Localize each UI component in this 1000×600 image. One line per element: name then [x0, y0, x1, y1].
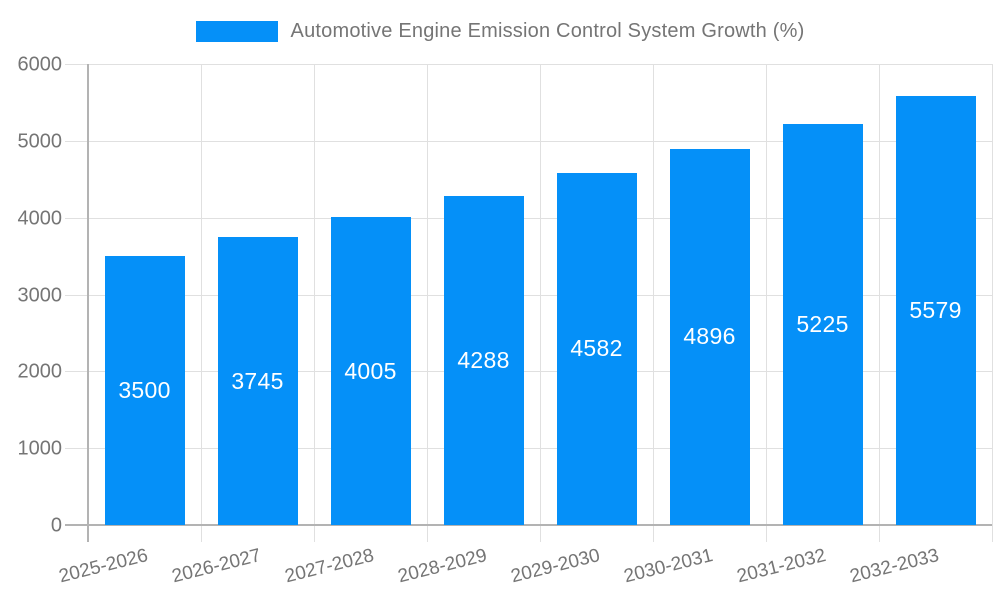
bar-value-label: 4005	[344, 357, 397, 384]
y-axis-tick-label: 1000	[17, 437, 63, 460]
y-axis-tick-label: 0	[50, 514, 62, 537]
bar-value-label: 4582	[570, 335, 623, 362]
bar: 4005	[330, 217, 411, 525]
bar-value-label: 3745	[231, 367, 284, 394]
bar: 4582	[556, 172, 637, 525]
bar-value-label: 5579	[909, 297, 962, 324]
x-gridline	[314, 64, 315, 542]
bar-value-label: 5225	[796, 310, 849, 337]
bar: 4896	[669, 148, 750, 525]
y-gridline	[65, 64, 992, 65]
bar: 3500	[104, 256, 185, 525]
legend: Automotive Engine Emission Control Syste…	[0, 20, 1000, 43]
x-axis-tick-label: 2029-2030	[508, 545, 602, 588]
x-gridline	[653, 64, 654, 542]
bar: 3745	[217, 237, 298, 525]
x-axis-tick-label: 2027-2028	[282, 545, 376, 588]
y-axis-tick-label: 5000	[17, 130, 63, 153]
x-axis-tick-label: 2025-2026	[56, 545, 150, 588]
x-axis-tick-label: 2031-2032	[734, 545, 828, 588]
x-axis-tick-label: 2026-2027	[169, 545, 263, 588]
x-axis-line	[65, 524, 992, 526]
legend-label: Automotive Engine Emission Control Syste…	[290, 20, 805, 42]
y-axis-tick-label: 3000	[17, 284, 63, 306]
x-gridline	[879, 64, 880, 542]
y-axis-tick-label: 2000	[17, 360, 63, 383]
bar: 5225	[782, 123, 863, 525]
x-gridline	[540, 64, 541, 542]
y-gridline	[65, 448, 992, 450]
y-axis-line	[87, 64, 89, 542]
y-gridline	[65, 371, 992, 373]
x-gridline	[766, 64, 767, 542]
bar-value-label: 4288	[457, 346, 510, 373]
bar-value-label: 3500	[118, 377, 171, 404]
x-gridline	[427, 64, 428, 542]
y-gridline	[65, 140, 992, 142]
bar-value-label: 4896	[683, 323, 736, 350]
bar: 4288	[443, 195, 524, 525]
x-axis-tick-label: 2028-2029	[395, 545, 489, 588]
y-axis-tick-label: 6000	[17, 53, 63, 76]
legend-swatch	[195, 21, 278, 42]
y-axis-tick-label: 4000	[17, 207, 63, 230]
y-gridline	[65, 217, 992, 219]
x-axis-tick-label: 2030-2031	[621, 545, 715, 588]
y-gridline	[65, 294, 992, 296]
bar: 5579	[895, 96, 976, 525]
x-gridline	[201, 64, 202, 542]
x-gridline	[992, 64, 993, 542]
x-axis-tick-label: 2032-2033	[847, 545, 941, 588]
